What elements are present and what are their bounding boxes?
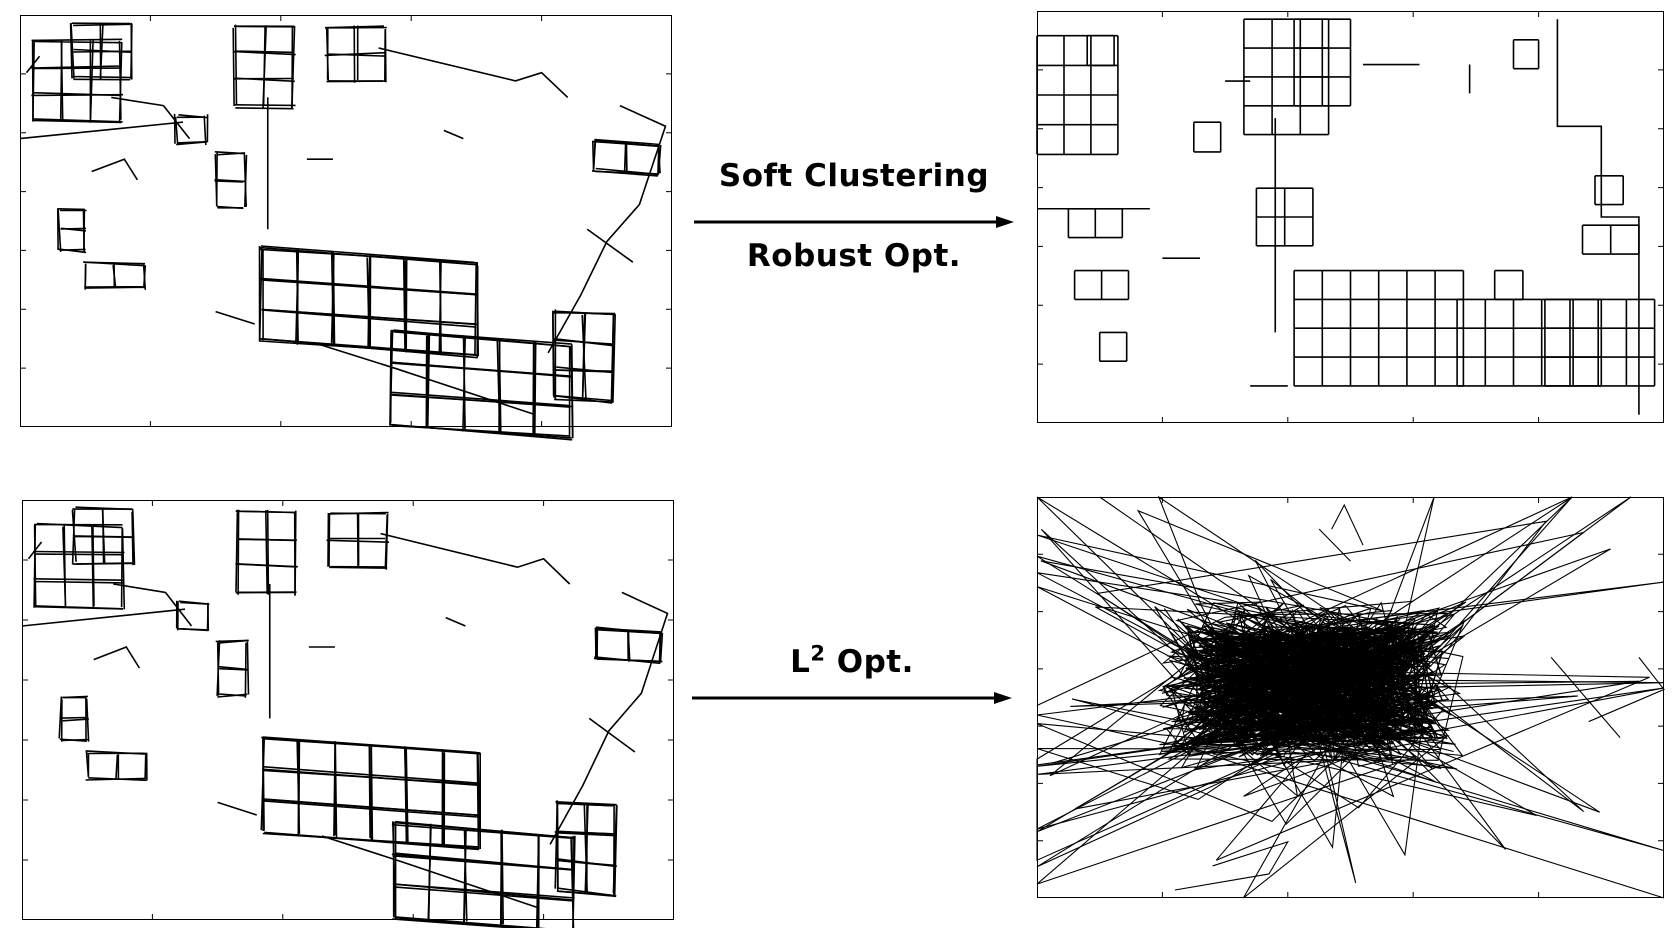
trajectory-segment <box>1512 39 1540 70</box>
tick-marks <box>20 15 672 427</box>
trajectory-segment <box>85 750 147 781</box>
trajectory-segment <box>1594 175 1624 206</box>
trajectory-segment <box>1067 208 1124 239</box>
axis-ticks <box>1037 497 1664 898</box>
trajectory-segment <box>1036 34 1119 156</box>
input-trajectory-plot-bottom <box>21 500 674 928</box>
trajectory-segment <box>1086 34 1115 67</box>
trajectory-path <box>1036 18 1656 415</box>
trajectory-segment <box>1184 626 1400 741</box>
trajectory-segment <box>58 695 90 742</box>
trajectory-segment <box>1073 269 1130 301</box>
trajectory-segment <box>1186 623 1377 741</box>
trajectory-segment <box>556 802 618 897</box>
trajectory-segment <box>175 600 209 631</box>
trajectory-segment <box>389 329 574 441</box>
trajectory-segment <box>392 820 576 928</box>
trajectory-segment <box>1199 632 1430 732</box>
trajectory-segment <box>177 601 210 632</box>
trajectory-segment <box>21 532 669 909</box>
right-arrow-top <box>694 214 1014 230</box>
trajectory-segment <box>232 25 296 110</box>
right-arrow-bottom <box>692 690 1012 706</box>
trajectory-segment <box>1293 18 1352 107</box>
trajectory-segment <box>57 208 87 254</box>
trajectory-segment <box>391 821 575 928</box>
arrow-label-robust-opt: Robust Opt. <box>746 238 962 274</box>
trajectory-segment <box>594 627 663 665</box>
trajectory-segment <box>235 509 298 595</box>
trajectory-segment <box>25 55 634 263</box>
trajectory-segment <box>1255 187 1314 247</box>
l2-result-plot <box>1036 495 1665 899</box>
trajectory-segment <box>1037 19 1640 415</box>
trajectory-segment <box>389 329 572 439</box>
axis-ticks <box>1037 11 1664 423</box>
trajectory-segment <box>1193 121 1222 153</box>
trajectory-segment <box>261 736 480 850</box>
trajectory-canvas-bottom-left <box>21 500 674 928</box>
trajectory-segment <box>552 309 616 403</box>
input-trajectory-plot-top <box>19 15 672 441</box>
right-arrow-icon <box>692 692 1012 704</box>
trajectory-segment <box>326 511 390 570</box>
trajectory-segment <box>1182 625 1426 727</box>
trajectory-segment <box>260 245 478 359</box>
trajectory-segment <box>1456 298 1656 387</box>
trajectory-segment <box>1293 269 1465 387</box>
trajectory-segment <box>1036 496 1665 891</box>
trajectory-segment <box>27 541 636 753</box>
axis-ticks <box>20 15 672 427</box>
trajectory-segment <box>325 25 386 83</box>
trajectory-segment <box>1196 626 1435 712</box>
trajectory-segment <box>1544 298 1603 387</box>
trajectory-segment <box>1236 648 1382 746</box>
trajectory-segment <box>1185 625 1436 746</box>
trajectory-segment <box>174 114 209 146</box>
trajectory-canvas-bottom-right <box>1036 495 1665 899</box>
trajectory-segment <box>59 696 87 742</box>
trajectory-segment <box>173 113 208 146</box>
trajectory-segment <box>1186 633 1442 731</box>
trajectory-segment <box>1098 331 1128 362</box>
trajectory-segment <box>57 208 87 252</box>
trajectory-segment <box>216 639 249 698</box>
trajectory-segment <box>1221 630 1413 747</box>
trajectory-canvas-top-right <box>1036 11 1664 423</box>
trajectory-segment <box>1161 581 1665 861</box>
trajectory-segment <box>1581 224 1640 255</box>
trajectory-segment <box>389 329 574 438</box>
trajectory-path <box>19 22 667 441</box>
tick-marks <box>1037 11 1664 423</box>
trajectory-segment <box>69 22 133 80</box>
trajectory-path <box>21 506 669 928</box>
trajectory-segment <box>391 821 575 928</box>
robust-result-plot <box>1036 11 1664 423</box>
arrow-label-l2-opt: L2 Opt. <box>692 641 1012 680</box>
label-l2-base: L <box>790 644 811 680</box>
trajectory-segment <box>83 261 147 290</box>
right-arrow-icon <box>694 216 1014 228</box>
trajectory-segment <box>1493 269 1524 301</box>
trajectory-segment <box>214 151 247 209</box>
arrow-label-soft-clustering: Soft Clustering <box>718 158 990 194</box>
trajectory-segment <box>85 751 148 782</box>
trajectory-segment <box>71 506 136 565</box>
tick-marks <box>1037 497 1664 898</box>
trajectory-segment <box>592 139 660 176</box>
trajectory-canvas-top-left <box>19 15 672 441</box>
label-l2-rest: Opt. <box>825 644 914 680</box>
trajectory-segment <box>33 522 125 610</box>
tick-marks <box>22 500 674 920</box>
trajectory-path <box>1036 495 1665 899</box>
trajectory-segment <box>19 47 667 416</box>
axis-ticks <box>22 500 674 920</box>
label-l2-superscript: 2 <box>810 641 826 666</box>
